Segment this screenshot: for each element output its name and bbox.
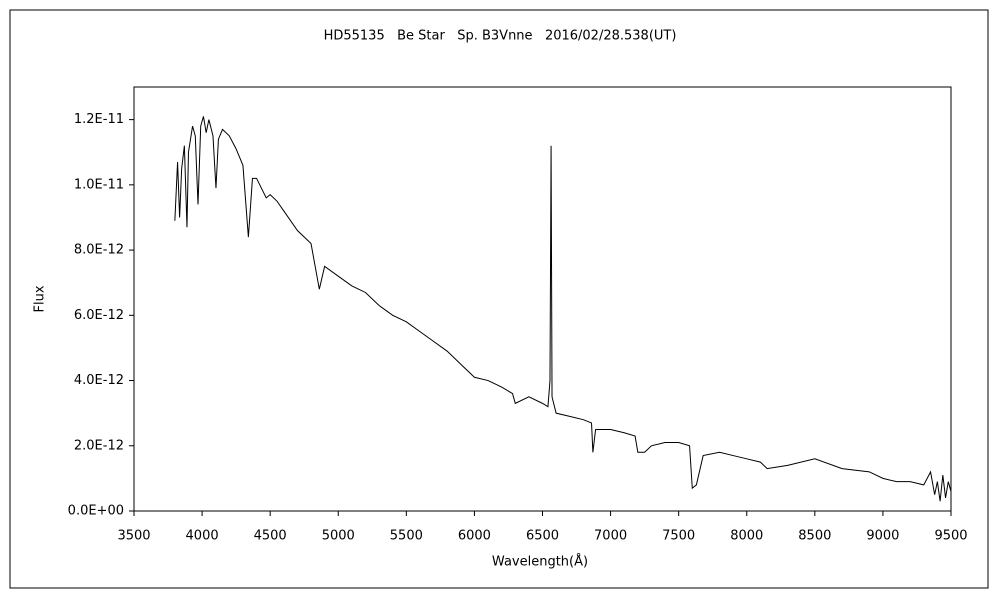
y-tick-label: 0.0E+00 (68, 504, 124, 519)
x-tick-label: 5000 (322, 529, 355, 544)
x-tick-label: 7000 (594, 529, 627, 544)
x-tick-label: 4500 (254, 529, 287, 544)
y-tick-label: 1.2E-11 (74, 112, 124, 127)
x-axis-label: Wavelength(Å) (492, 554, 588, 570)
plot-area (133, 86, 952, 512)
y-tick-label: 4.0E-12 (74, 373, 124, 388)
y-axis-label: Flux (33, 285, 48, 312)
x-tick-label: 9500 (934, 529, 967, 544)
x-tick-label: 4000 (186, 529, 219, 544)
x-tick-label: 8000 (730, 529, 763, 544)
x-tick-label: 9000 (866, 529, 899, 544)
spectrum-line (174, 116, 952, 502)
chart-title: HD55135 Be Star Sp. B3Vnne 2016/02/28.53… (324, 29, 677, 44)
x-tick-label: 5500 (390, 529, 423, 544)
y-tick-label: 6.0E-12 (74, 308, 124, 323)
x-tick-label: 3500 (117, 529, 150, 544)
x-tick-label: 7500 (662, 529, 695, 544)
x-tick-label: 6500 (526, 529, 559, 544)
x-tick-label: 8500 (798, 529, 831, 544)
y-tick-label: 1.0E-11 (74, 177, 124, 192)
y-tick-label: 8.0E-12 (74, 243, 124, 258)
x-tick-label: 6000 (458, 529, 491, 544)
y-tick-label: 2.0E-12 (74, 438, 124, 453)
frame (9, 9, 989, 589)
